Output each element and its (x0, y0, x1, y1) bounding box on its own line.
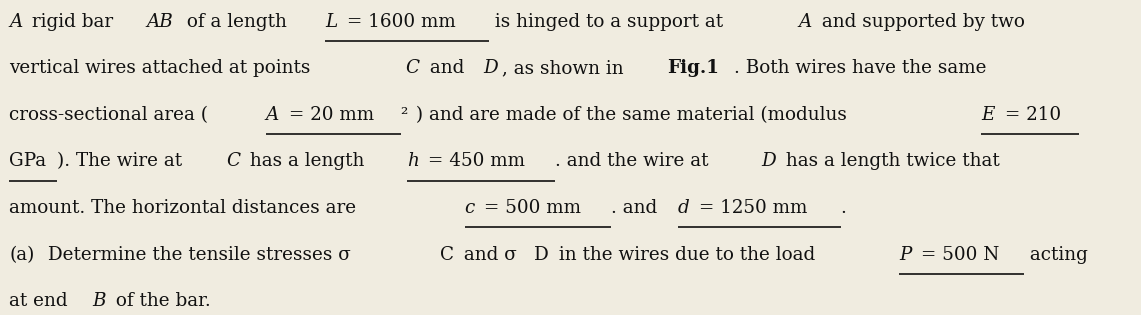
Text: . Both wires have the same: . Both wires have the same (734, 59, 987, 77)
Text: (a): (a) (9, 246, 34, 264)
Text: has a length twice that: has a length twice that (780, 152, 1000, 170)
Text: P: P (899, 246, 912, 264)
Text: of a length: of a length (180, 13, 292, 31)
Text: C: C (405, 59, 420, 77)
Text: C: C (226, 152, 240, 170)
Text: ). The wire at: ). The wire at (57, 152, 188, 170)
Text: ²: ² (400, 106, 408, 124)
Text: D: D (761, 152, 776, 170)
Text: Determine the tensile stresses σ: Determine the tensile stresses σ (42, 246, 350, 264)
Text: acting: acting (1023, 246, 1087, 264)
Text: d: d (678, 199, 690, 217)
Text: amount. The horizontal distances are: amount. The horizontal distances are (9, 199, 362, 217)
Text: and σ: and σ (459, 246, 517, 264)
Text: rigid bar: rigid bar (26, 13, 119, 31)
Text: = 500 N: = 500 N (915, 246, 1000, 264)
Text: A: A (266, 106, 280, 124)
Text: A: A (799, 13, 811, 31)
Text: AB: AB (146, 13, 173, 31)
Text: . and: . and (610, 199, 663, 217)
Text: L: L (325, 13, 338, 31)
Text: c: c (464, 199, 475, 217)
Text: = 210: = 210 (998, 106, 1061, 124)
Text: , as shown in: , as shown in (502, 59, 630, 77)
Text: and: and (423, 59, 470, 77)
Text: is hinged to a support at: is hinged to a support at (488, 13, 729, 31)
Text: at end: at end (9, 292, 74, 310)
Text: of the bar.: of the bar. (110, 292, 211, 310)
Text: C: C (440, 246, 454, 264)
Text: = 500 mm: = 500 mm (478, 199, 581, 217)
Text: GPa: GPa (9, 152, 47, 170)
Text: = 1250 mm: = 1250 mm (694, 199, 808, 217)
Text: . and the wire at: . and the wire at (556, 152, 714, 170)
Text: A: A (9, 13, 23, 31)
Text: = 20 mm: = 20 mm (283, 106, 374, 124)
Text: has a length: has a length (244, 152, 371, 170)
Text: B: B (92, 292, 106, 310)
Text: = 1600 mm: = 1600 mm (341, 13, 455, 31)
Text: cross-sectional area (: cross-sectional area ( (9, 106, 208, 124)
Text: vertical wires attached at points: vertical wires attached at points (9, 59, 316, 77)
Text: ) and are made of the same material (modulus: ) and are made of the same material (mod… (410, 106, 852, 124)
Text: D: D (534, 246, 549, 264)
Text: = 450 mm: = 450 mm (422, 152, 525, 170)
Text: in the wires due to the load: in the wires due to the load (553, 246, 822, 264)
Text: D: D (484, 59, 499, 77)
Text: Fig.1: Fig.1 (666, 59, 719, 77)
Text: h: h (407, 152, 419, 170)
Text: E: E (981, 106, 995, 124)
Text: .: . (841, 199, 847, 217)
Text: and supported by two: and supported by two (816, 13, 1025, 31)
